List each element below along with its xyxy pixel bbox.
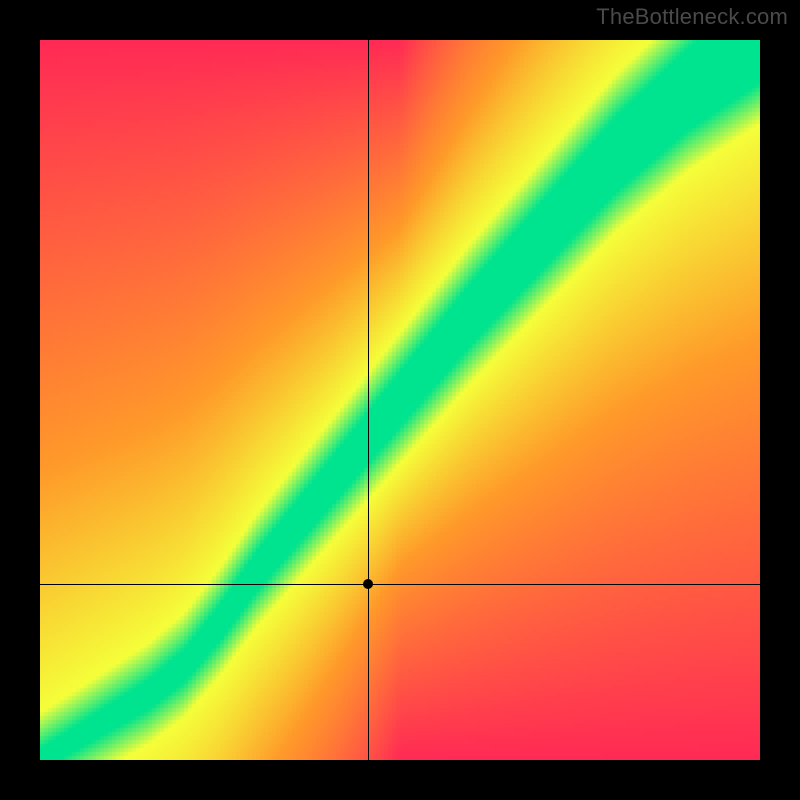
crosshair-vertical-line <box>368 40 369 760</box>
watermark-text: TheBottleneck.com <box>596 4 788 30</box>
heatmap-canvas <box>40 40 760 760</box>
crosshair-horizontal-line <box>40 584 760 585</box>
bottleneck-heatmap-plot <box>40 40 760 760</box>
crosshair-marker-dot <box>363 579 373 589</box>
